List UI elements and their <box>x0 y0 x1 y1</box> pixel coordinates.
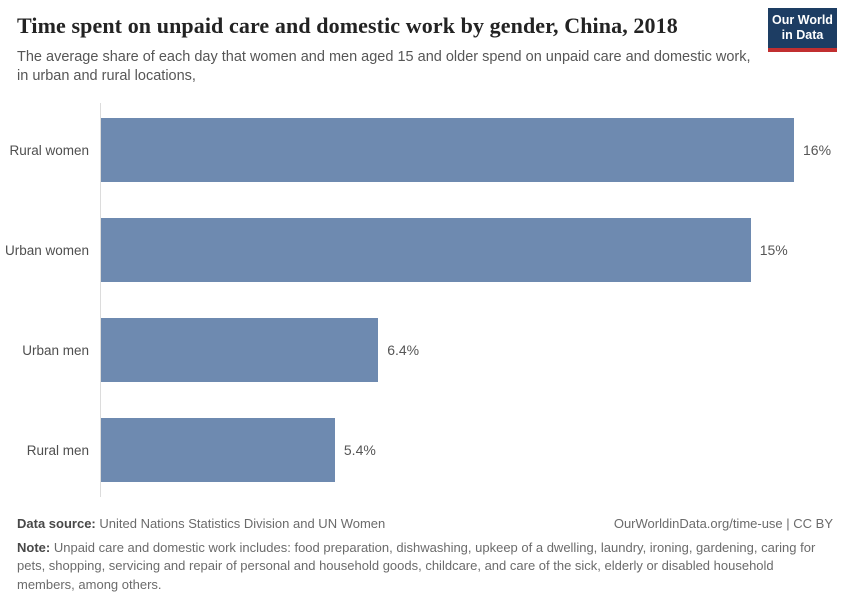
bar-row: Urban women 15% <box>0 200 850 300</box>
chart-note: Note: Unpaid care and domestic work incl… <box>17 539 833 594</box>
bar[interactable] <box>101 118 794 182</box>
bar-value-label: 16% <box>803 142 832 158</box>
category-label: Rural women <box>9 142 89 158</box>
bar-value-label: 15% <box>759 242 788 258</box>
category-label: Urban women <box>4 242 89 258</box>
category-label: Rural men <box>26 442 89 458</box>
data-source: Data source: United Nations Statistics D… <box>17 516 385 531</box>
bar-row: Rural women 16% <box>0 100 850 200</box>
bar-row: Urban men 6.4% <box>0 300 850 400</box>
note-text: Unpaid care and domestic work includes: … <box>17 540 816 592</box>
bar-track: 6.4% <box>101 318 850 382</box>
license-link[interactable]: OurWorldinData.org/time-use | CC BY <box>613 516 833 531</box>
bar-track: 15% <box>101 218 850 282</box>
bar-value-label: 6.4% <box>387 342 420 358</box>
category-label: Urban men <box>22 342 89 358</box>
source-row: Data source: United Nations Statistics D… <box>17 516 833 531</box>
owid-logo-red-strip <box>768 47 837 52</box>
bar-value-label: 5.4% <box>343 442 376 458</box>
bar[interactable] <box>101 418 335 482</box>
bar-row: Rural men 5.4% <box>0 400 850 500</box>
note-label: Note: <box>17 540 51 555</box>
data-source-text: United Nations Statistics Division and U… <box>99 516 386 531</box>
chart-title: Time spent on unpaid care and domestic w… <box>17 13 678 38</box>
chart-footer: Data source: United Nations Statistics D… <box>17 516 833 594</box>
owid-logo-line1: Our World <box>772 13 833 27</box>
y-axis-line <box>100 103 101 497</box>
bar[interactable] <box>101 318 379 382</box>
owid-logo[interactable]: Our World in Data <box>768 8 837 52</box>
data-source-label: Data source: <box>17 516 96 531</box>
bar-chart-rows: Rural women 16% Urban women 15% Urban men 6.4… <box>0 100 850 500</box>
bar-track: 16% <box>101 118 850 182</box>
owid-logo-line2: in Data <box>781 28 824 43</box>
chart-header: Time spent on unpaid care and domestic w… <box>17 13 755 86</box>
chart-subtitle: The average share of each day that women… <box>17 49 751 85</box>
bar-chart: Rural women 16% Urban women 15% Urban men 6.4… <box>0 100 850 500</box>
bar-track: 5.4% <box>101 418 850 482</box>
bar[interactable] <box>101 218 751 282</box>
